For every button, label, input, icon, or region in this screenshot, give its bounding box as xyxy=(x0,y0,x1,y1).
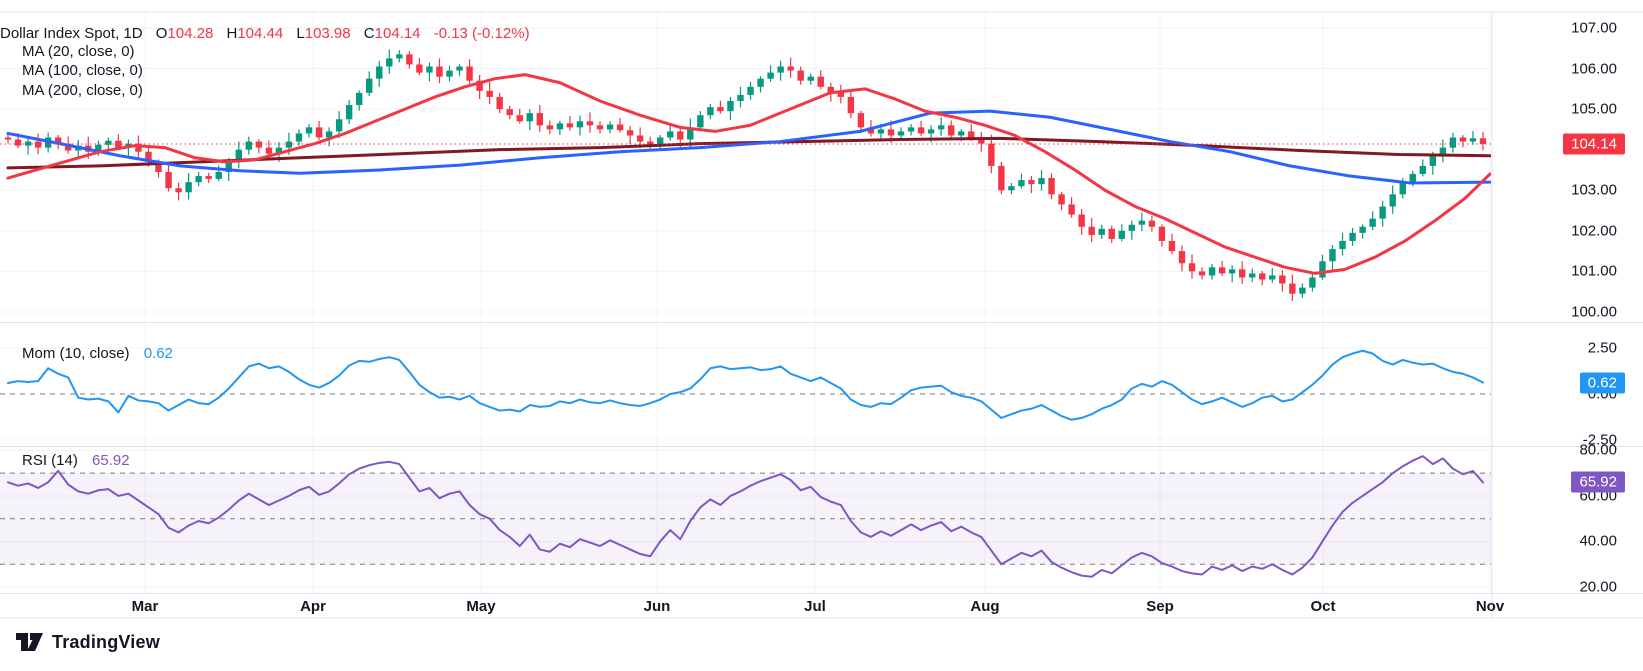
rsi-value: 65.92 xyxy=(92,452,130,469)
ma100-line xyxy=(6,109,1491,185)
rsi-label: RSI (14) xyxy=(22,452,78,469)
month-label-nov: Nov xyxy=(1475,598,1505,615)
month-label-oct: Oct xyxy=(1310,598,1336,615)
rsi-value-badge: 65.92 xyxy=(1571,471,1625,493)
price-tick-label: 103.00 xyxy=(1571,181,1617,199)
month-label-may: May xyxy=(466,598,496,615)
high-value: 104.44 xyxy=(237,25,284,42)
momentum-value-badge: 0.62 xyxy=(1579,372,1625,394)
momentum-label: Mom (10, close) xyxy=(22,345,130,362)
price-tick-label: 106.00 xyxy=(1571,60,1617,78)
price-tick-label: 105.00 xyxy=(1571,100,1617,118)
mom-tick-label: 2.50 xyxy=(1587,339,1617,357)
change-value: -0.13 (-0.12%) xyxy=(433,25,530,42)
open-label: O xyxy=(155,25,168,42)
legend-ma100[interactable]: MA (100, close, 0) xyxy=(22,62,143,79)
rsi-line xyxy=(7,455,1484,578)
month-label-apr: Apr xyxy=(300,598,326,615)
month-label-aug: Aug xyxy=(970,598,1000,615)
month-label-sep: Sep xyxy=(1146,598,1174,615)
legend-rsi[interactable]: RSI (14) 65.92 xyxy=(22,452,130,470)
price-tick-label: 101.00 xyxy=(1571,262,1617,280)
price-tick-label: 107.00 xyxy=(1571,19,1617,37)
low-value: 103.98 xyxy=(304,25,351,42)
tradingview-logo-text: TradingView xyxy=(52,631,160,652)
open-value: 104.28 xyxy=(167,25,214,42)
symbol-legend-row[interactable]: Dollar Index Spot, 1D O104.28 H104.44 L1… xyxy=(0,25,530,43)
close-label: C xyxy=(363,25,375,42)
legend-ma20[interactable]: MA (20, close, 0) xyxy=(22,43,135,60)
close-value: 104.14 xyxy=(374,25,421,42)
tradingview-logo-icon xyxy=(16,633,43,651)
month-label-jul: Jul xyxy=(804,598,826,615)
low-label: L xyxy=(296,25,305,42)
high-label: H xyxy=(226,25,238,42)
month-label-jun: Jun xyxy=(643,598,671,615)
momentum-line xyxy=(7,349,1484,421)
month-label-mar: Mar xyxy=(131,598,159,615)
tradingview-logo[interactable]: TradingView xyxy=(14,629,160,655)
momentum-value: 0.62 xyxy=(143,345,173,362)
ma20-line xyxy=(6,73,1491,275)
legend-ma200[interactable]: MA (200, close, 0) xyxy=(22,82,143,99)
rsi-tick-label: 80.00 xyxy=(1579,441,1617,459)
price-tick-label: 100.00 xyxy=(1571,303,1617,321)
rsi-tick-label: 20.00 xyxy=(1579,578,1617,596)
mom-tick-label: -2.50 xyxy=(1582,431,1617,449)
price-tick-label: 102.00 xyxy=(1571,222,1617,240)
symbol-title: Dollar Index Spot, 1D xyxy=(0,25,143,42)
current-price-badge: 104.14 xyxy=(1563,133,1625,155)
rsi-tick-label: 40.00 xyxy=(1579,532,1617,550)
candlestick-series[interactable] xyxy=(4,49,1487,302)
legend-momentum[interactable]: Mom (10, close) 0.62 xyxy=(22,345,173,363)
